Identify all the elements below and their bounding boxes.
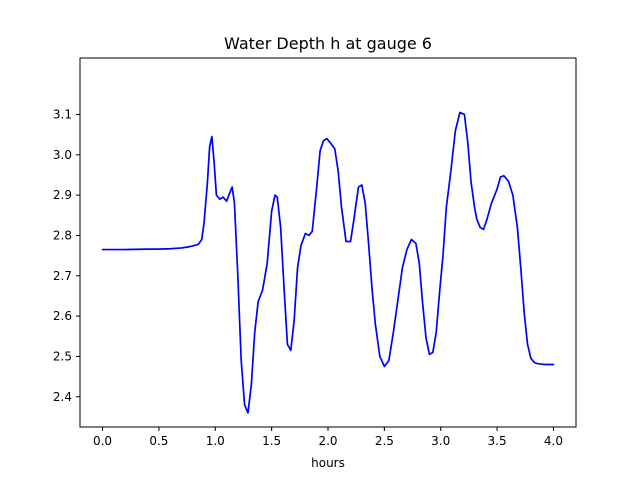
x-tick-label: 2.5 bbox=[375, 434, 394, 448]
y-tick-label: 2.8 bbox=[53, 228, 72, 242]
x-axis-label: hours bbox=[311, 456, 345, 470]
y-axis-ticks: 2.4 2.5 2.6 2.7 2.8 2.9 3.0 3.1 bbox=[53, 107, 80, 404]
chart-title: Water Depth h at gauge 6 bbox=[224, 34, 432, 53]
y-tick-label: 2.9 bbox=[53, 188, 72, 202]
x-tick-label: 3.5 bbox=[488, 434, 507, 448]
x-tick-label: 1.0 bbox=[206, 434, 225, 448]
series-line bbox=[101, 111, 555, 414]
y-tick-label: 2.7 bbox=[53, 269, 72, 283]
x-tick-label: 2.0 bbox=[318, 434, 337, 448]
x-tick-label: 3.0 bbox=[431, 434, 450, 448]
x-tick-label: 0.0 bbox=[93, 434, 112, 448]
x-tick-label: 0.5 bbox=[149, 434, 168, 448]
y-tick-label: 3.0 bbox=[53, 148, 72, 162]
x-tick-label: 4.0 bbox=[544, 434, 563, 448]
x-axis-ticks: 0.0 0.5 1.0 1.5 2.0 2.5 3.0 3.5 4.0 bbox=[93, 427, 563, 448]
y-tick-label: 3.1 bbox=[53, 107, 72, 121]
y-tick-label: 2.5 bbox=[53, 349, 72, 363]
y-tick-label: 2.4 bbox=[53, 390, 72, 404]
y-tick-label: 2.6 bbox=[53, 309, 72, 323]
x-tick-label: 1.5 bbox=[262, 434, 281, 448]
